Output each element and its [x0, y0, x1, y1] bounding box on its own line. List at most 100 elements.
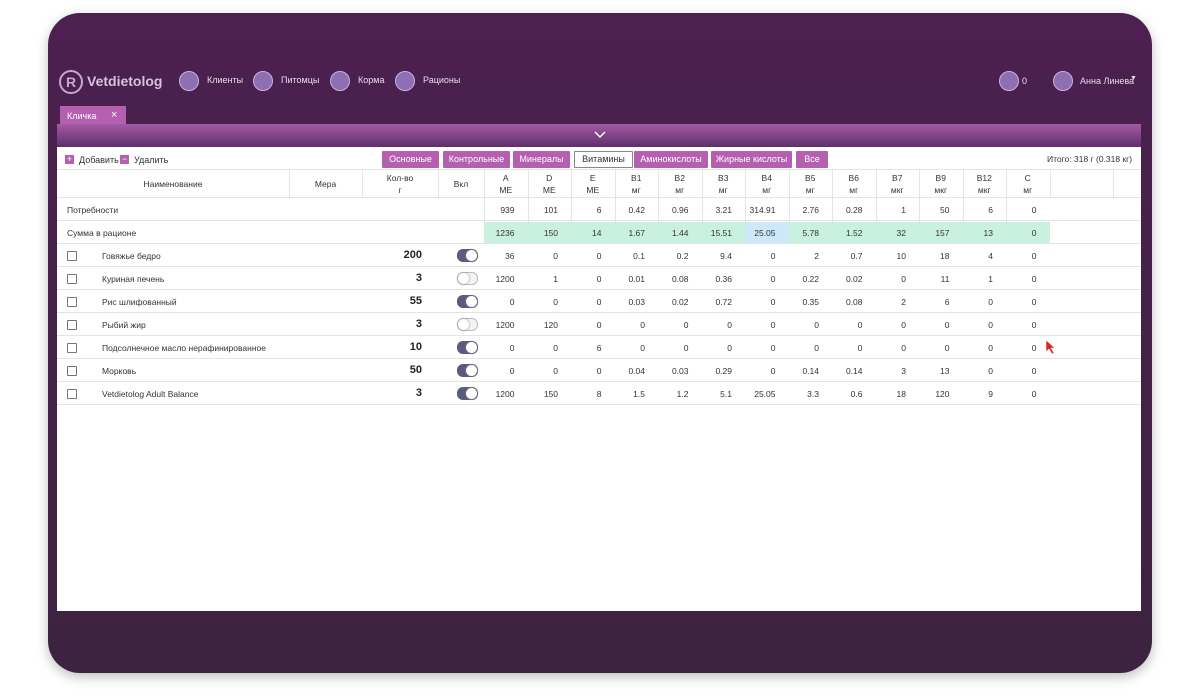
- nutrient-value: 0.6: [850, 389, 863, 399]
- column-header: B4: [761, 173, 772, 183]
- toggle[interactable]: [457, 249, 478, 262]
- nutrient-value: 0.02: [671, 297, 689, 307]
- nutrient-value: 25.05: [754, 389, 776, 399]
- nutrient-value: 157: [935, 228, 950, 238]
- nutrient-value: 6: [596, 205, 602, 215]
- filter-tab[interactable]: Аминокислоты: [634, 151, 708, 168]
- filter-tab[interactable]: Жирные кислоты: [711, 151, 792, 168]
- nutrient-value: 0: [901, 343, 906, 353]
- row-checkbox[interactable]: [67, 251, 77, 261]
- nutrient-value: 0: [509, 343, 515, 353]
- nav-icon: [179, 71, 199, 91]
- toggle[interactable]: [457, 387, 478, 400]
- column-header: B9: [935, 173, 946, 183]
- nutrient-value: 1200: [495, 389, 515, 399]
- nutrient-value: 0: [596, 274, 602, 284]
- filter-tab[interactable]: Все: [796, 151, 828, 168]
- row-checkbox[interactable]: [67, 343, 77, 353]
- low-highlight: [745, 222, 789, 244]
- nutrient-value: 939: [500, 205, 515, 215]
- remove-icon[interactable]: −: [120, 154, 129, 164]
- nutrient-value: 0.35: [802, 297, 819, 307]
- nutrient-value: 5.78: [802, 228, 819, 238]
- column-divider: [832, 170, 833, 243]
- nutrient-value: 32: [896, 228, 906, 238]
- nutrient-value: 0.72: [715, 297, 732, 307]
- nutrient-value: 0.96: [671, 205, 689, 215]
- filter-tab[interactable]: Минералы: [513, 151, 570, 168]
- column-header: B7: [892, 173, 903, 183]
- chevron[interactable]: [594, 131, 606, 139]
- column-header: B1: [631, 173, 642, 183]
- nutrient-value: 0: [596, 251, 602, 261]
- column-divider: [788, 170, 790, 243]
- column-header: B2: [674, 173, 685, 183]
- toggle[interactable]: [457, 364, 478, 377]
- row-checkbox[interactable]: [67, 366, 77, 376]
- add-button[interactable]: Добавить: [79, 155, 119, 165]
- column-unit: мг: [762, 185, 772, 195]
- toggle[interactable]: [457, 341, 478, 354]
- nutrient-value: 0: [553, 251, 558, 261]
- notification-count: 0: [1022, 76, 1028, 86]
- remove-button[interactable]: Удалить: [134, 155, 169, 165]
- nutrient-value: 314.91: [749, 205, 776, 215]
- nutrient-value: 0: [727, 320, 732, 330]
- row-checkbox[interactable]: [67, 320, 77, 330]
- row-border: [57, 312, 1141, 313]
- nutrient-value: 0: [1031, 297, 1037, 307]
- row-border: [57, 381, 1141, 382]
- add-icon[interactable]: +: [65, 154, 74, 164]
- column-header: B3: [718, 173, 729, 183]
- toggle[interactable]: [457, 318, 478, 331]
- nutrient-value: 0: [596, 297, 602, 307]
- toggle-knob: [466, 365, 477, 376]
- row-checkbox[interactable]: [67, 274, 77, 284]
- column-divider: [658, 170, 659, 243]
- column-divider: [962, 170, 964, 243]
- nutrient-value: 25.05: [754, 228, 776, 238]
- column-unit: мкг: [890, 185, 904, 195]
- nutrient-value: 0: [640, 320, 645, 330]
- nutrient-value: 101: [543, 205, 558, 215]
- nav-link[interactable]: Питомцы: [281, 75, 320, 85]
- nutrient-value: 0.08: [845, 297, 863, 307]
- nutrient-value: 0.1: [633, 251, 645, 261]
- column-header: A: [502, 173, 509, 183]
- row-checkbox[interactable]: [67, 389, 77, 399]
- nutrient-value: 0: [1031, 366, 1037, 376]
- filter-tab[interactable]: Витамины: [574, 151, 633, 168]
- row-border: [57, 266, 1141, 267]
- tab[interactable]: [60, 106, 126, 124]
- tab-close[interactable]: ×: [111, 109, 118, 121]
- row-border: [57, 243, 1141, 244]
- bell-icon[interactable]: [999, 71, 1019, 91]
- nutrient-value: 120: [543, 320, 558, 330]
- nutrient-value: 3.3: [807, 389, 819, 399]
- nutrient-value: 0: [640, 343, 645, 353]
- nutrient-value: 9.4: [720, 251, 732, 261]
- toggle[interactable]: [457, 272, 478, 285]
- column-divider: [1113, 170, 1114, 197]
- nutrient-value: 120: [935, 389, 950, 399]
- row-checkbox[interactable]: [67, 297, 77, 307]
- toggle-knob: [458, 319, 469, 330]
- nutrient-value: 5.1: [720, 389, 732, 399]
- nutrient-value: 0.42: [628, 205, 645, 215]
- nav-link[interactable]: Клиенты: [207, 75, 244, 85]
- nutrient-value: 3: [901, 366, 906, 376]
- column-header: B12: [976, 173, 992, 183]
- row-border: [57, 289, 1141, 290]
- nutrient-value: 1.52: [845, 228, 863, 238]
- toggle[interactable]: [457, 295, 478, 308]
- filter-tab[interactable]: Основные: [382, 151, 439, 168]
- nav-link[interactable]: Рационы: [423, 75, 461, 85]
- tab-label[interactable]: Кличка: [67, 111, 97, 121]
- settings-icon[interactable]: [1053, 71, 1073, 91]
- column-divider: [527, 170, 529, 243]
- nutrient-value: 13: [940, 366, 950, 376]
- user-menu[interactable]: Анна Линева: [1080, 76, 1135, 86]
- nutrient-value: 10: [896, 251, 906, 261]
- nav-link[interactable]: Корма: [358, 75, 385, 85]
- filter-tab[interactable]: Контрольные: [443, 151, 510, 168]
